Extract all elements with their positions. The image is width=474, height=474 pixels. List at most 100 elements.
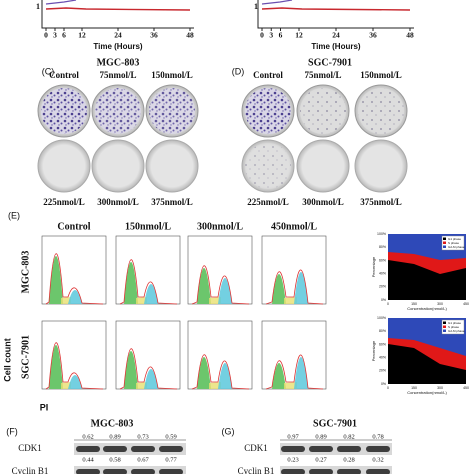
- s-phase: [284, 382, 297, 389]
- legend-label: G2-M phase: [448, 245, 465, 249]
- band: [309, 446, 333, 452]
- x-tick-label: 150: [411, 302, 417, 306]
- ratio-label: 0.32: [372, 456, 383, 463]
- y-tick-label: 0%: [381, 382, 386, 386]
- ratio-label: 0.89: [109, 433, 120, 440]
- band: [131, 446, 155, 452]
- band: [337, 469, 361, 474]
- x-tick-label: 0: [387, 302, 389, 306]
- legend-label: G2-M phase: [448, 329, 465, 333]
- column-label: 300nmol/L: [197, 221, 243, 232]
- legend-box: [441, 319, 465, 335]
- legend-swatch: [443, 245, 446, 248]
- panel-title: SGC-7901: [313, 418, 357, 429]
- s-phase: [284, 297, 297, 304]
- band: [366, 446, 390, 452]
- band: [281, 446, 305, 452]
- colonies: [149, 88, 195, 134]
- ratio-label: 0.78: [372, 433, 383, 440]
- fit: [119, 259, 178, 305]
- x-tick-label: 48: [186, 31, 194, 40]
- x-tick-label: 450: [463, 302, 469, 306]
- ratio-label: 0.23: [287, 456, 298, 463]
- legend-swatch: [443, 329, 446, 332]
- x-axis-label: Time (Hours): [93, 42, 143, 51]
- colonies: [245, 88, 291, 134]
- blot: [280, 466, 392, 474]
- band: [337, 446, 361, 452]
- panel-title: MGC-803: [97, 57, 140, 68]
- ratio-label: 0.28: [343, 456, 354, 463]
- dish-label: 75nmol/L: [99, 70, 136, 80]
- ratio-label: 0.59: [165, 433, 176, 440]
- x-tick-label: 150: [411, 386, 417, 390]
- x-tick-label: 300: [437, 386, 443, 390]
- dish-label: 225nmol/L: [43, 197, 85, 207]
- axis: [41, 0, 194, 29]
- legend-box: [441, 235, 465, 251]
- fit: [45, 342, 104, 390]
- fit: [191, 265, 250, 305]
- colonies: [95, 88, 141, 134]
- line: [45, 7, 191, 11]
- column-label: 150nmol/L: [125, 221, 171, 232]
- y-tick-label: 20%: [379, 369, 386, 373]
- dish: [145, 139, 199, 193]
- dish-label: 225nmol/L: [247, 197, 289, 207]
- x-tick-label: 6: [279, 31, 283, 40]
- x-tick-label: 12: [78, 31, 86, 40]
- dish-label: 300nmol/L: [97, 197, 139, 207]
- ratio-label: 0.27: [315, 456, 327, 463]
- y-axis-label: Cell count: [2, 338, 12, 382]
- colonies: [300, 88, 346, 134]
- column-label: Control: [57, 221, 90, 232]
- protein-label: CDK1: [18, 443, 42, 453]
- x-tick-label: 3: [53, 31, 57, 40]
- band: [131, 469, 155, 474]
- dish-label: 375nmol/L: [151, 197, 193, 207]
- g2-peak: [68, 375, 82, 389]
- fit: [45, 253, 104, 305]
- x-tick-label: 0: [44, 31, 48, 40]
- blot: [280, 443, 392, 455]
- band: [103, 469, 127, 474]
- x-axis-label: Concentration(nmol/L): [407, 306, 447, 311]
- x-axis-label: Concentration(nmol/L): [407, 390, 447, 395]
- y-tick-label: 1: [36, 2, 40, 11]
- blot: [74, 443, 186, 455]
- y-tick-label: 60%: [379, 258, 386, 262]
- x-tick-label: 24: [332, 31, 340, 40]
- legend-label: G1 phase: [448, 321, 461, 325]
- y-tick-label: 80%: [379, 329, 386, 333]
- band: [309, 469, 333, 474]
- g1-area: [388, 344, 466, 384]
- band: [366, 469, 390, 474]
- x-tick-label: 0: [260, 31, 264, 40]
- g1-area: [388, 260, 466, 300]
- dish-label: 150nmol/L: [151, 70, 193, 80]
- row-label: SGC-7901: [20, 335, 31, 379]
- fit: [265, 269, 324, 305]
- y-tick-label: 20%: [379, 285, 386, 289]
- panel-title: MGC-803: [91, 418, 134, 429]
- band: [159, 446, 183, 452]
- panel-label: (C): [42, 66, 55, 76]
- panel-label: (E): [8, 210, 20, 220]
- band: [281, 469, 305, 474]
- legend-swatch: [443, 321, 446, 324]
- ratio-label: 0.82: [343, 433, 354, 440]
- y-tick-label: 100%: [377, 316, 386, 320]
- s-phase: [209, 297, 221, 304]
- legend-label: G1 phase: [448, 237, 461, 241]
- y-tick-label: 80%: [379, 245, 386, 249]
- x-tick-label: 12: [295, 31, 303, 40]
- ratio-label: 0.97: [287, 433, 299, 440]
- y-tick-label: 100%: [377, 232, 386, 236]
- legend-label: S phase: [448, 241, 459, 245]
- ratio-label: 0.58: [109, 456, 120, 463]
- dish: [91, 139, 145, 193]
- y-tick-label: 1: [254, 2, 258, 11]
- line: [261, 0, 293, 5]
- x-tick-label: 24: [114, 31, 122, 40]
